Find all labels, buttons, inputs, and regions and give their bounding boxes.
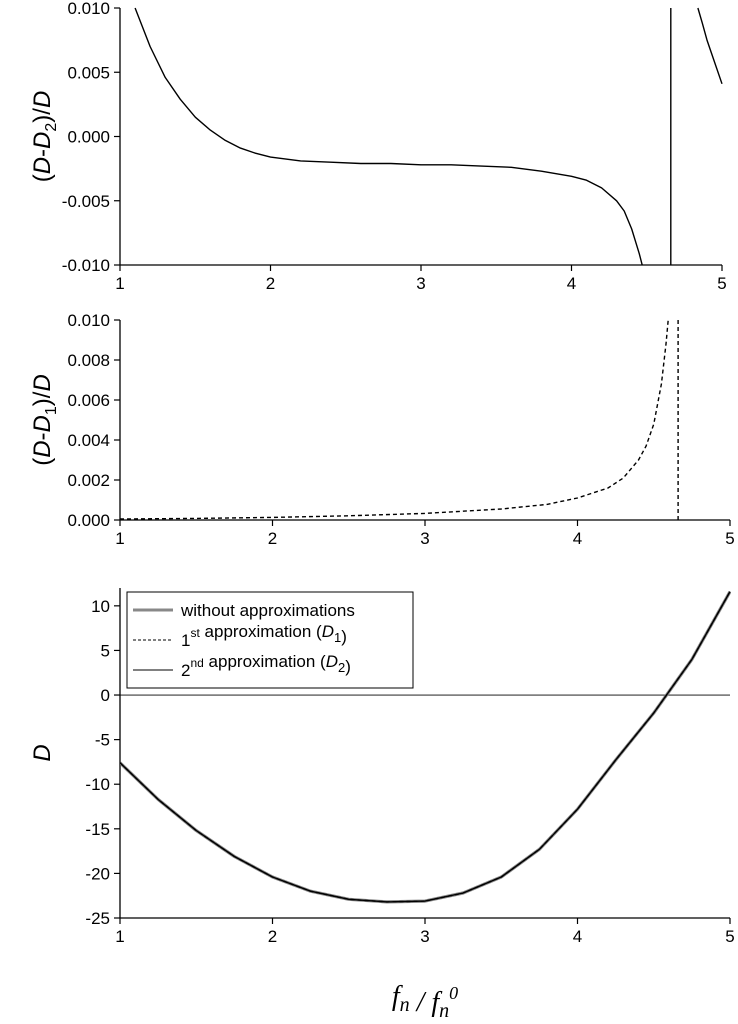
x-tick-label: 5 bbox=[725, 529, 734, 548]
y-axis-label: (D-D1)/D bbox=[29, 374, 60, 466]
x-tick-label: 1 bbox=[115, 927, 124, 946]
y-tick-label: -20 bbox=[85, 864, 110, 883]
y-tick-label: 0.010 bbox=[67, 0, 110, 18]
x-tick-label: 2 bbox=[266, 274, 275, 293]
y-tick-label: 0.010 bbox=[67, 311, 110, 330]
y-tick-label: -25 bbox=[85, 909, 110, 928]
y-tick-label: 0 bbox=[101, 686, 110, 705]
x-tick-label: 3 bbox=[420, 529, 429, 548]
y-tick-label: 0.006 bbox=[67, 391, 110, 410]
y-tick-label: -10 bbox=[85, 775, 110, 794]
shared-x-axis-label: fn / fn0 bbox=[392, 981, 458, 1022]
y-tick-label: 0.008 bbox=[67, 351, 110, 370]
x-tick-label: 3 bbox=[416, 274, 425, 293]
panel-middle-relative-error-d1: 1 2 3 4 5 0.000 0.002 0.004 0.006 0.008 0.010 (D-D1… bbox=[29, 311, 735, 548]
x-tick-label: 4 bbox=[573, 529, 582, 548]
x-tick-label: 5 bbox=[717, 274, 726, 293]
plot-area bbox=[134, 7, 723, 265]
panel-top-relative-error-d2: 1 2 3 4 5 -0.010 -0.005 0.000 0.005 0.010 (D-D2)/D bbox=[29, 0, 727, 293]
y-tick-label: 0.002 bbox=[67, 471, 110, 490]
x-tick-label: 4 bbox=[573, 927, 582, 946]
legend-box bbox=[126, 591, 414, 689]
legend-entry-label: 1st approximation (D1) bbox=[181, 622, 347, 650]
y-tick-label: 0.000 bbox=[67, 128, 110, 147]
x-tick-label: 1 bbox=[115, 274, 124, 293]
y-tick-label: -0.005 bbox=[62, 192, 110, 211]
series-relative-error-d2 bbox=[697, 7, 723, 85]
series-relative-error-d2 bbox=[134, 7, 643, 265]
y-tick-label: -15 bbox=[85, 820, 110, 839]
y-tick-label: 5 bbox=[101, 641, 110, 660]
series-relative-error-d1 bbox=[120, 319, 669, 520]
y-axis-label: D bbox=[29, 744, 56, 761]
y-axis-label: (D-D2)/D bbox=[29, 91, 60, 183]
x-tick-label: 4 bbox=[567, 274, 576, 293]
legend: without approximations 1st approximation … bbox=[126, 591, 414, 689]
legend-entry-label: without approximations bbox=[180, 601, 355, 620]
y-tick-label: 0.000 bbox=[67, 511, 110, 530]
x-tick-label: 5 bbox=[725, 927, 734, 946]
x-tick-label: 2 bbox=[268, 529, 277, 548]
y-tick-label: -5 bbox=[95, 731, 110, 750]
y-tick-label: 10 bbox=[91, 597, 110, 616]
plot-area bbox=[120, 319, 679, 520]
x-tick-label: 3 bbox=[420, 927, 429, 946]
plot-area bbox=[120, 590, 731, 904]
y-tick-label: -0.010 bbox=[62, 256, 110, 275]
x-tick-label: 1 bbox=[115, 529, 124, 548]
x-tick-label: 2 bbox=[268, 927, 277, 946]
series-second-approximation bbox=[120, 591, 731, 903]
y-tick-label: 0.004 bbox=[67, 431, 110, 450]
legend-entry-label: 2nd approximation (D2) bbox=[181, 652, 351, 680]
y-tick-label: 0.005 bbox=[67, 63, 110, 82]
